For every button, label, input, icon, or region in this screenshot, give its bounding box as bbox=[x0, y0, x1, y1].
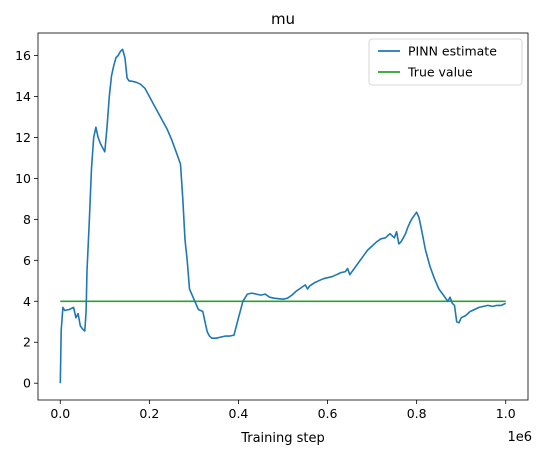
y-tick-label: 4 bbox=[23, 294, 31, 309]
y-tick-label: 8 bbox=[23, 212, 31, 227]
chart-title: mu bbox=[271, 10, 295, 28]
y-tick-label: 6 bbox=[23, 253, 31, 268]
y-tick-label: 2 bbox=[23, 335, 31, 350]
x-axis-offset-label: 1e6 bbox=[507, 430, 532, 445]
y-tick-label: 0 bbox=[23, 376, 31, 391]
x-tick-label: 1.0 bbox=[496, 406, 516, 421]
legend: PINN estimate True value bbox=[368, 38, 523, 86]
x-tick-label: 0.0 bbox=[50, 406, 70, 421]
series-layer bbox=[59, 48, 507, 384]
x-axis: 0.0 0.2 0.4 0.6 0.8 1.0 bbox=[50, 400, 516, 421]
y-tick-label: 10 bbox=[15, 171, 31, 186]
x-tick-label: 0.2 bbox=[139, 406, 159, 421]
y-tick-label: 12 bbox=[15, 130, 31, 145]
legend-box bbox=[368, 38, 523, 86]
x-tick-label: 0.4 bbox=[229, 406, 249, 421]
y-tick-label: 14 bbox=[15, 89, 31, 104]
series-line-pinn-estimate bbox=[59, 48, 507, 384]
x-axis-title: Training step bbox=[240, 431, 325, 446]
legend-label: True value bbox=[407, 65, 473, 80]
plot-area-frame bbox=[37, 32, 529, 401]
y-axis: 0 2 4 6 8 10 12 14 16 bbox=[15, 48, 38, 391]
x-tick-label: 0.6 bbox=[318, 406, 338, 421]
x-tick-label: 0.8 bbox=[407, 406, 427, 421]
legend-label: PINN estimate bbox=[408, 44, 497, 59]
y-tick-label: 16 bbox=[15, 48, 31, 63]
